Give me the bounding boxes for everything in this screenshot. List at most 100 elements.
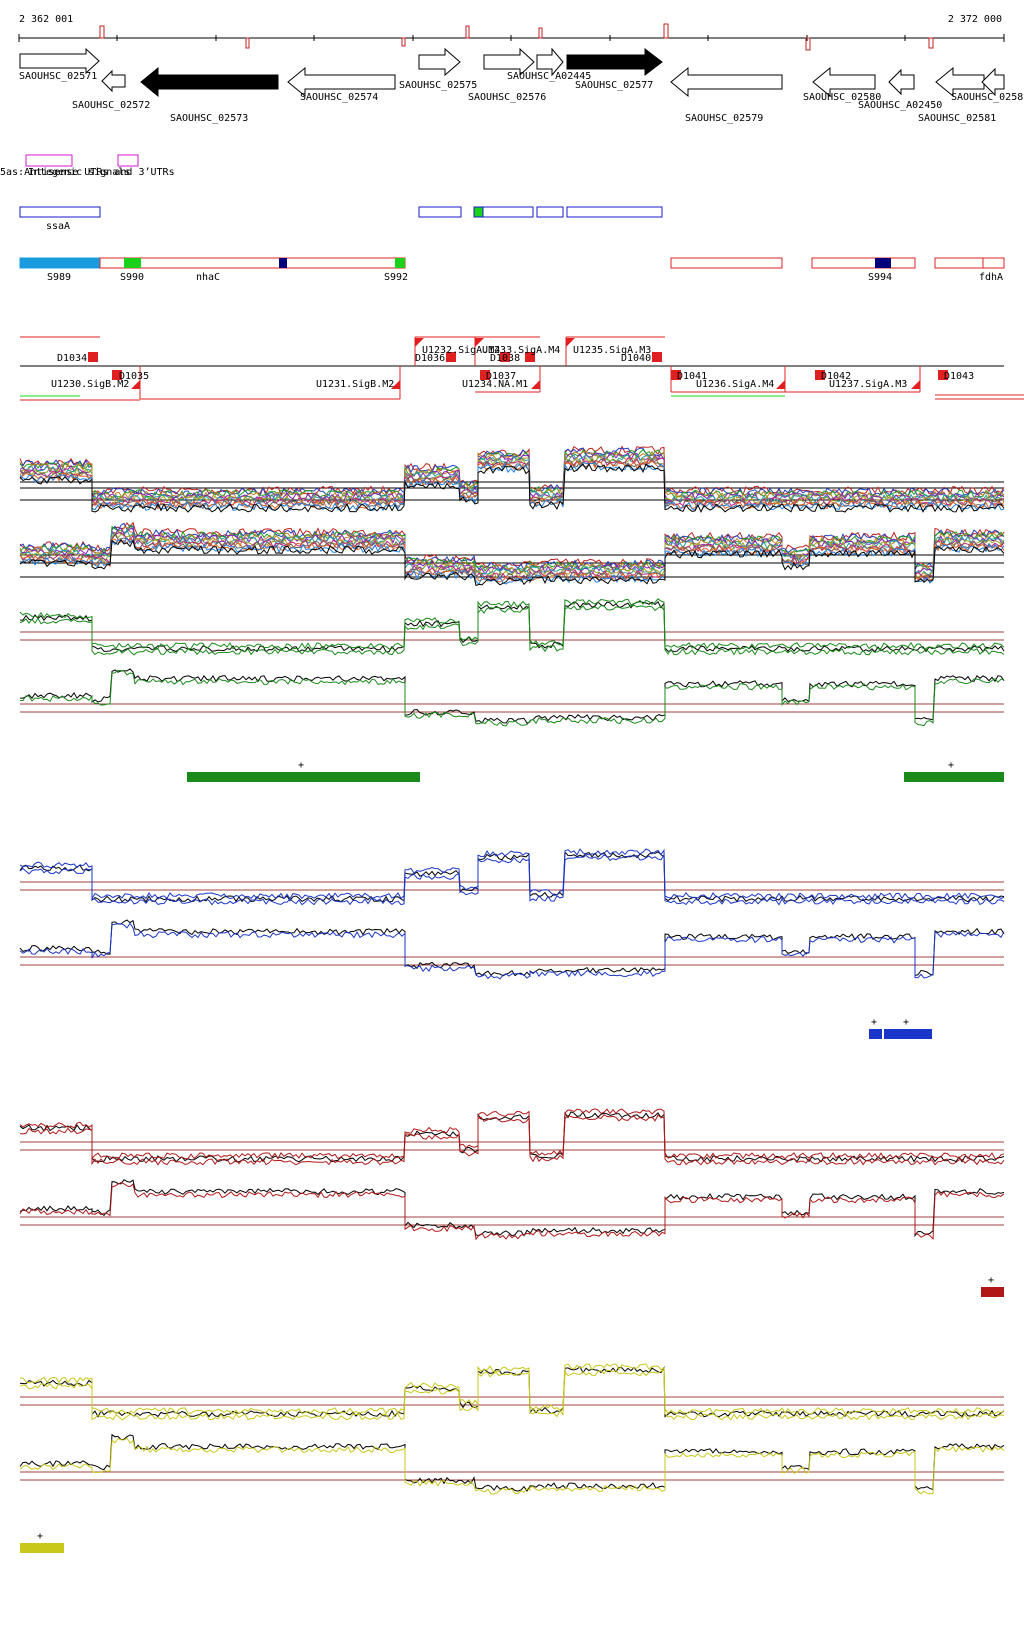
- signal-panel-green: [19, 598, 1005, 727]
- gene-label: SAOUHSC_02575: [399, 80, 477, 91]
- signal-trace: [19, 604, 1005, 656]
- utr-overlap-label: Integenic signals: [28, 167, 130, 178]
- signal-trace: [19, 537, 1005, 586]
- signal-trace: [19, 533, 1005, 582]
- signal-trace: [20, 669, 1005, 727]
- signal-trace: [19, 1179, 1005, 1238]
- ssaA-track: ssaA: [19, 206, 663, 232]
- signal-trace: [20, 600, 1005, 653]
- operon-label: U1235.SigA.M3: [573, 345, 651, 356]
- gene-label: SAOUHSC_02581: [918, 113, 996, 124]
- signal-panel-red: [19, 1108, 1005, 1241]
- signal-trace: [19, 532, 1005, 581]
- gene-SAOUHSC-02577[interactable]: SAOUHSC_02577: [566, 47, 663, 91]
- sig-plus: +: [37, 1531, 43, 1542]
- ssaA-label: ssaA: [46, 221, 70, 232]
- signal-trace: [19, 463, 1005, 513]
- srna-track: S989 S990 nhaC S992 S994 fdhA: [19, 257, 1005, 283]
- operon-label: U1237.SigA.M3: [829, 379, 907, 390]
- ruler-red-markers: [99, 23, 934, 51]
- operon-label: U1231.SigB.M2: [316, 379, 394, 390]
- gene-SAOUHSC-02572[interactable]: SAOUHSC_02572: [72, 69, 150, 111]
- ruler-end-label: 2 372 000: [948, 14, 1002, 25]
- gene-SAOUHSC-02571[interactable]: SAOUHSC_02571: [19, 47, 100, 82]
- operon-track: D1034 D1035 U1230.SigB.M2 U1231.SigB.M2 …: [20, 336, 1024, 401]
- sig-plus: +: [948, 760, 954, 771]
- operon-label: U1236.SigA.M4: [696, 379, 774, 390]
- gene-SAOUHSC-02581[interactable]: SAOUHSC_02581: [918, 66, 996, 124]
- signal-trace: [19, 1365, 1005, 1418]
- signal-trace: [19, 919, 1005, 978]
- operon-label: D1038: [490, 353, 520, 364]
- signal-trace: [19, 922, 1005, 980]
- gene-SAOUHSC-02580[interactable]: SAOUHSC_02580: [803, 66, 881, 103]
- gene-SAOUHSC-0258[interactable]: SAOUHSC_0258: [951, 67, 1023, 103]
- signal-trace: [19, 1369, 1005, 1421]
- signal-trace: [19, 1182, 1005, 1241]
- operon-label: D1034: [57, 353, 87, 364]
- sig-plus: +: [871, 1017, 877, 1028]
- sig-plus: +: [903, 1017, 909, 1028]
- signal-panel-yellow: [19, 1363, 1005, 1495]
- signal-trace: [20, 668, 1005, 724]
- signal-trace: [19, 1108, 1005, 1160]
- signal-trace: [19, 1114, 1005, 1166]
- sig-bar-green: [187, 772, 420, 782]
- operon-label: U1234.NA.M1: [462, 379, 528, 390]
- srna-label: S992: [384, 272, 408, 283]
- gene-SAOUHSC-02576[interactable]: SAOUHSC_02576: [468, 47, 546, 103]
- signal-trace: [19, 447, 1005, 497]
- srna-label: nhaC: [196, 272, 220, 283]
- gene-SAOUHSC-02573[interactable]: SAOUHSC_02573: [140, 66, 279, 124]
- operon-label: D1040: [621, 353, 651, 364]
- gene-label: SAOUHSC_A02445: [507, 71, 591, 82]
- operon-label: D1042: [821, 371, 851, 382]
- signal-trace: [19, 538, 1005, 587]
- operon-label: D1043: [944, 371, 974, 382]
- signal-trace: [19, 445, 1005, 496]
- gene-label: SAOUHSC_02580: [803, 92, 881, 103]
- sig-bar-green: [904, 772, 1004, 782]
- operon-label: D1035: [119, 371, 149, 382]
- sig-bar-blue: [869, 1029, 882, 1039]
- significance-bars: + + + + + +: [20, 760, 1004, 1553]
- sig-bar-blue: [884, 1029, 932, 1039]
- signal-trace: [19, 1433, 1005, 1492]
- operon-label: U1232.SigA.M4: [422, 345, 500, 356]
- sig-bar-red: [981, 1287, 1004, 1297]
- ruler-start-label: 2 362 001: [19, 14, 73, 25]
- gene-SAOUHSC-A02450[interactable]: SAOUHSC_A02450: [858, 68, 942, 111]
- gene-label: SAOUHSC_02579: [685, 113, 763, 124]
- gene-label: SAOUHSC_02572: [72, 100, 150, 111]
- signal-trace: [19, 462, 1005, 512]
- gene-SAOUHSC-02575[interactable]: SAOUHSC_02575: [399, 47, 477, 91]
- signal-trace: [19, 853, 1005, 906]
- gene-label: SAOUHSC_02571: [19, 71, 97, 82]
- signal-trace: [19, 1111, 1005, 1163]
- sig-plus: +: [988, 1275, 994, 1286]
- gene-label: SAOUHSC_02573: [170, 113, 248, 124]
- gene-label: SAOUHSC_0258: [951, 92, 1023, 103]
- signal-trace: [19, 598, 1005, 650]
- gene-SAOUHSC-A02445[interactable]: SAOUHSC_A02445: [507, 47, 591, 82]
- gene-label: SAOUHSC_02577: [575, 80, 653, 91]
- srna-label: fdhA: [979, 272, 1003, 283]
- coordinate-ruler: 2 362 001 2 372 000: [18, 14, 1005, 51]
- gene-label: SAOUHSC_A02450: [858, 100, 942, 111]
- signal-panel-blue: [19, 848, 1005, 980]
- gene-label: SAOUHSC_02574: [300, 92, 378, 103]
- srna-label: S989: [47, 272, 71, 283]
- signal-trace: [19, 527, 1005, 576]
- gene-SAOUHSC-02579[interactable]: SAOUHSC_02579: [670, 66, 783, 124]
- sig-plus: +: [298, 760, 304, 771]
- signal-trace: [19, 453, 1005, 504]
- signal-trace: [19, 1437, 1005, 1495]
- gene-SAOUHSC-02574[interactable]: SAOUHSC_02574: [287, 66, 396, 103]
- utr-track-label: 5as:Antisense UTRs and 3’UTRs: [0, 167, 175, 178]
- sig-bar-yellow: [20, 1543, 64, 1553]
- signal-trace: [19, 848, 1005, 901]
- operon-label: U1233.SigA.M4: [482, 345, 560, 356]
- gene-track: SAOUHSC_02571 SAOUHSC_02572 SAOUHSC_0257…: [19, 47, 1023, 124]
- operon-label: D1037: [486, 371, 516, 382]
